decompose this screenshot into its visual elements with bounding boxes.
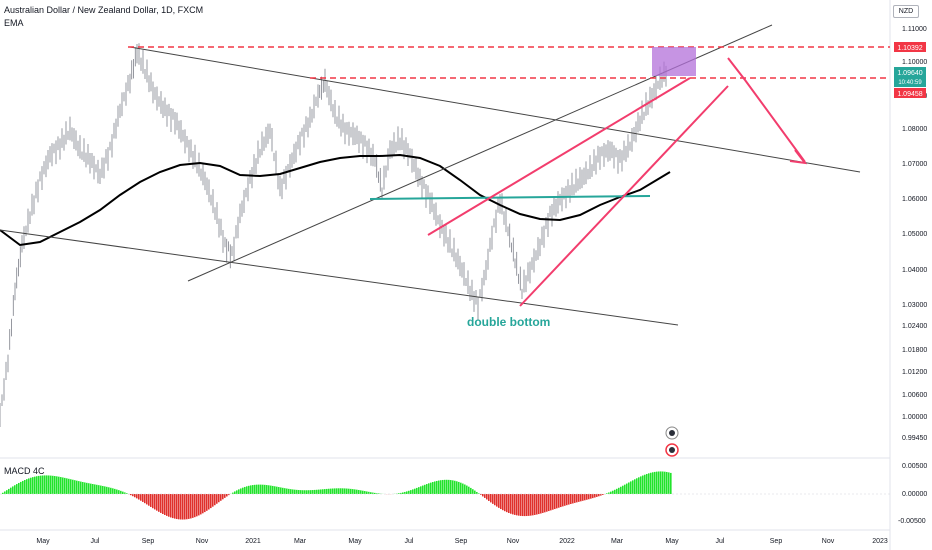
ema-legend[interactable]: EMA — [4, 18, 24, 28]
price-tick-label: 1.02400 — [902, 323, 927, 330]
macd-tick-label: 0.00500 — [902, 463, 927, 470]
currency-label[interactable]: NZD — [893, 5, 919, 18]
macd-tick-label: -0.00500 — [898, 518, 926, 525]
time-tick-label: May — [665, 538, 679, 545]
price-tick-label: 1.11000 — [902, 26, 927, 33]
price-badge-current: 1.09640 10:40:59 — [894, 67, 926, 87]
symbol-title: Australian Dollar / New Zealand Dollar, … — [4, 5, 204, 15]
price-tick-label: 1.05000 — [902, 231, 927, 238]
price-tick-label: 1.01200 — [902, 369, 927, 376]
projection-arrow-head — [789, 149, 808, 165]
time-tick-label: Jul — [716, 538, 725, 545]
time-tick-label: 2021 — [245, 538, 261, 545]
drawing-alert-icon[interactable] — [665, 426, 679, 457]
double-bottom-label: double bottom — [467, 315, 550, 329]
time-tick-label: 2022 — [559, 538, 575, 545]
time-tick-label: Mar — [611, 538, 624, 545]
time-tick-label: Sep — [142, 538, 155, 545]
time-tick-label: May — [36, 538, 50, 545]
svg-text:10:40:59: 10:40:59 — [898, 80, 922, 86]
price-badge-resistance: 1.10392 — [894, 42, 926, 52]
time-axis[interactable]: May Jul Sep Nov 2021 Mar May Jul Sep Nov 2022 Mar Ma… — [36, 538, 888, 545]
time-tick-label: Nov — [196, 538, 209, 545]
rising-channel-lower — [519, 85, 729, 307]
price-candles — [0, 43, 667, 427]
rising-channel-upper — [427, 77, 691, 236]
price-tick-label: 1.07000 — [902, 161, 927, 168]
falling-channel-lower — [0, 229, 679, 326]
svg-text:1.09640: 1.09640 — [897, 70, 922, 77]
price-axis[interactable]: 1.110001.100001.090001.080001.070001.060… — [902, 26, 927, 442]
time-tick-label: Jul — [405, 538, 414, 545]
price-tick-label: 1.00600 — [902, 392, 927, 399]
svg-text:1.09458: 1.09458 — [897, 91, 922, 98]
price-tick-label: 1.01800 — [902, 347, 927, 354]
svg-text:1.10392: 1.10392 — [897, 45, 922, 52]
price-tick-label: 1.08000 — [902, 126, 927, 133]
grid — [0, 0, 891, 550]
macd-tick-label: 0.00000 — [902, 491, 927, 498]
macd-axis[interactable]: 0.00500 0.00000 -0.00500 — [898, 463, 927, 525]
target-zone-box — [652, 47, 696, 76]
price-tick-label: 1.10000 — [902, 59, 927, 66]
price-tick-label: 1.03000 — [902, 302, 927, 309]
falling-channel-upper — [129, 46, 861, 173]
ema-line — [0, 153, 671, 247]
neckline-support — [369, 195, 651, 200]
price-tick-label: 0.99450 — [902, 435, 927, 442]
price-badge-support: 1.09458 — [894, 88, 926, 98]
macd-legend[interactable]: MACD 4C — [4, 466, 45, 476]
time-tick-label: Sep — [770, 538, 783, 545]
projection-arrow — [727, 57, 806, 163]
time-tick-label: Nov — [507, 538, 520, 545]
time-tick-label: 2023 — [872, 538, 888, 545]
macd-histogram — [2, 471, 672, 520]
price-tick-label: 1.00000 — [902, 414, 927, 421]
time-tick-label: May — [348, 538, 362, 545]
time-tick-label: Sep — [455, 538, 468, 545]
time-tick-label: Jul — [91, 538, 100, 545]
price-tick-label: 1.06000 — [902, 196, 927, 203]
time-tick-label: Nov — [822, 538, 835, 545]
price-tick-label: 1.04000 — [902, 267, 927, 274]
time-tick-label: Mar — [294, 538, 307, 545]
